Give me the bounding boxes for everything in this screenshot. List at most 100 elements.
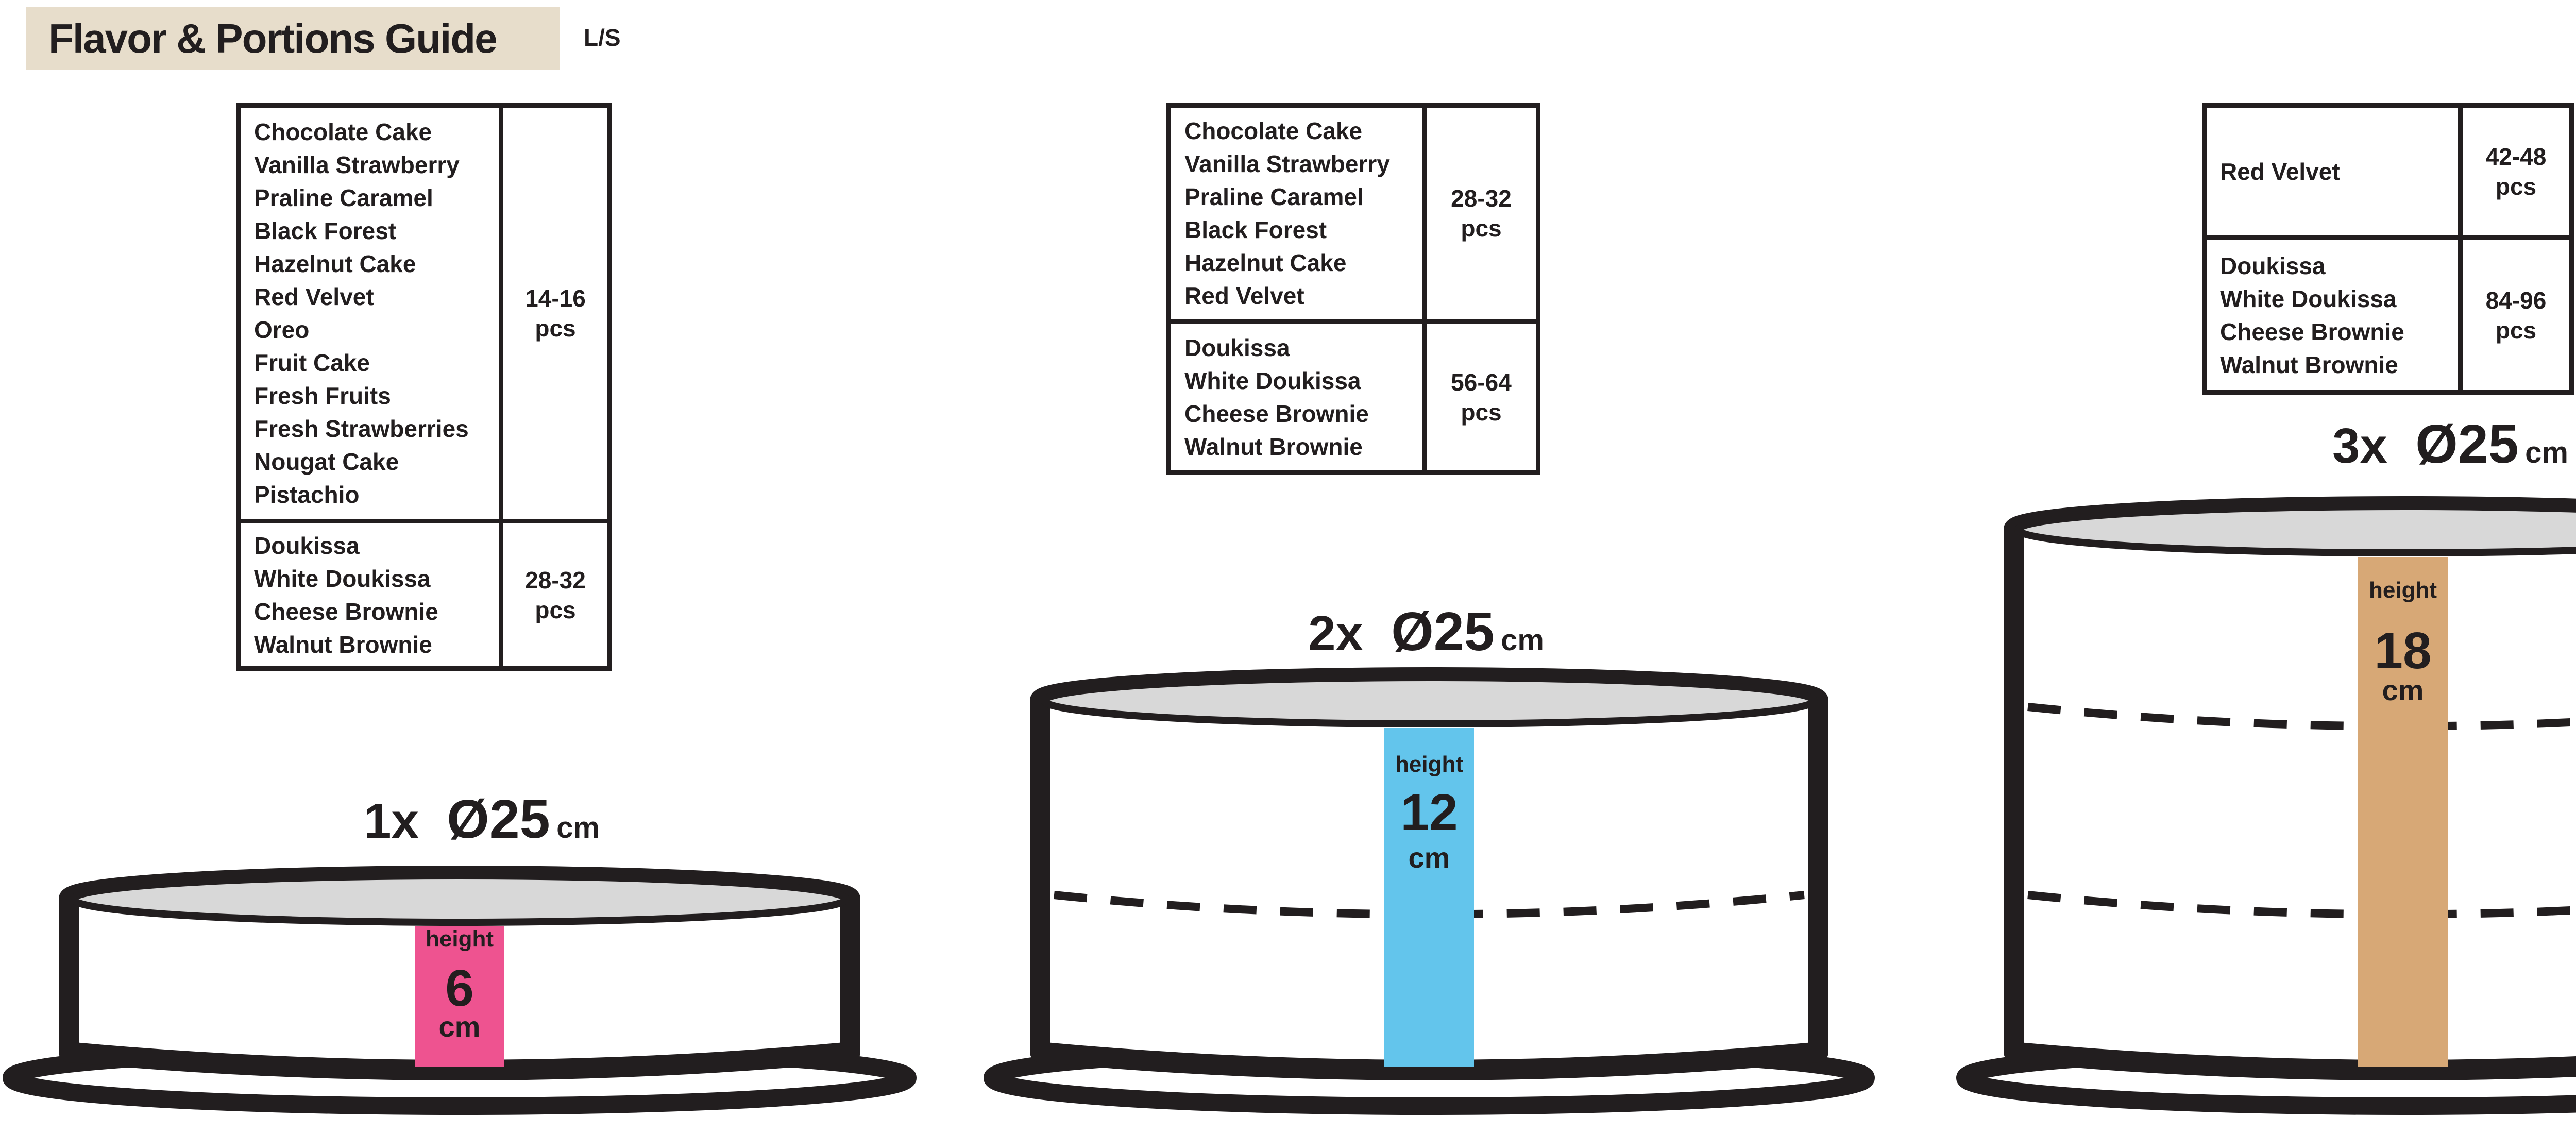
portions-value: 28-32: [1451, 185, 1512, 212]
flavor-item: Fresh Strawberries: [254, 415, 469, 442]
height-label: height: [1395, 752, 1463, 777]
cake-size-label: 1x Ø25 cm: [364, 789, 600, 850]
flavor-item: Hazelnut Cake: [254, 250, 416, 277]
height-bar: [2358, 557, 2448, 1067]
flavor-item: Doukissa: [1184, 334, 1290, 361]
flavors-cell: Doukissa White Doukissa Cheese Brownie W…: [1171, 324, 1427, 470]
height-unit: cm: [439, 1010, 481, 1043]
flavors-cell: Chocolate Cake Vanilla Strawberry Pralin…: [241, 108, 503, 519]
flavor-item: Chocolate Cake: [1184, 117, 1363, 144]
portions-unit: pcs: [1461, 215, 1502, 242]
title-banner: Flavor & Portions Guide: [26, 7, 560, 70]
cake-3-diagram: height 18 cm 3x Ø25 cm: [1956, 414, 2576, 1115]
flavor-item: Doukissa: [254, 532, 360, 559]
page-title: Flavor & Portions Guide: [48, 15, 498, 61]
flavors-cell: Red Velvet: [2207, 108, 2463, 235]
flavor-item: Pistachio: [254, 481, 360, 508]
height-unit: cm: [2382, 674, 2424, 706]
portions-cell: 28-32 pcs: [503, 523, 607, 666]
flavor-item: Black Forest: [1184, 216, 1327, 243]
cake-count: 2x: [1308, 606, 1363, 661]
flavor-item: White Doukissa: [254, 565, 431, 592]
portions-unit: pcs: [535, 596, 576, 623]
flavor-item: Fresh Fruits: [254, 382, 391, 409]
cake-top: [1041, 674, 1818, 727]
portions-table-medium: Chocolate Cake Vanilla Strawberry Pralin…: [1166, 103, 1540, 475]
portions-cell: 84-96 pcs: [2463, 240, 2569, 390]
height-bar: [1384, 728, 1474, 1067]
flavor-item: White Doukissa: [2220, 285, 2397, 312]
height-value: 18: [2374, 622, 2431, 680]
cake-count: 3x: [2332, 418, 2387, 473]
cake-diameter-unit: cm: [556, 811, 600, 844]
flavor-item: Walnut Brownie: [254, 631, 432, 658]
flavor-item: Praline Caramel: [1184, 183, 1364, 210]
flavor-item: Cheese Brownie: [254, 598, 438, 625]
portions-cell: 56-64 pcs: [1427, 324, 1536, 470]
portions-unit: pcs: [2495, 316, 2537, 344]
table-row: Doukissa White Doukissa Cheese Brownie W…: [1171, 319, 1536, 470]
flavor-item: Walnut Brownie: [2220, 351, 2398, 378]
portions-cell: 42-48 pcs: [2463, 108, 2569, 235]
height-value: 12: [1400, 784, 1458, 841]
portions-cell: 28-32 pcs: [1427, 108, 1536, 319]
tier-divider: [1054, 891, 1805, 919]
cake-diameter: Ø25: [447, 789, 550, 850]
height-value: 6: [445, 959, 474, 1017]
portions-table-small: Chocolate Cake Vanilla Strawberry Pralin…: [236, 103, 612, 671]
portions-unit: pcs: [1461, 398, 1502, 426]
table-row: Doukissa White Doukissa Cheese Brownie W…: [241, 519, 607, 666]
flavor-item: Cheese Brownie: [2220, 318, 2404, 345]
height-label: height: [2369, 578, 2437, 603]
portions-value: 42-48: [2485, 143, 2547, 170]
flavor-item: White Doukissa: [1184, 367, 1361, 394]
height-label: height: [426, 926, 494, 952]
table-row: Chocolate Cake Vanilla Strawberry Pralin…: [241, 108, 607, 519]
cake-top: [70, 872, 850, 926]
portions-value: 84-96: [2485, 286, 2547, 314]
flavors-cell: Doukissa White Doukissa Cheese Brownie W…: [2207, 240, 2463, 390]
flavor-item: Oreo: [254, 316, 310, 343]
cake-top: [2014, 503, 2576, 556]
flavor-item: Hazelnut Cake: [1184, 249, 1347, 276]
flavor-item: Red Velvet: [2220, 158, 2340, 185]
cake-diameter: Ø25: [1391, 601, 1494, 662]
flavor-item: Fruit Cake: [254, 349, 370, 376]
flavor-item: Red Velvet: [254, 283, 374, 310]
cake-body: [2004, 496, 2576, 1080]
flavor-item: Red Velvet: [1184, 282, 1304, 309]
flavor-item: Vanilla Strawberry: [1184, 150, 1390, 177]
flavor-item: Black Forest: [254, 217, 397, 244]
portions-cell: 14-16 pcs: [503, 108, 607, 519]
cake-count: 1x: [364, 793, 419, 849]
cake-size-label: 2x Ø25 cm: [1308, 601, 1544, 662]
portions-table-large: Red Velvet 42-48 pcs Doukissa White Douk…: [2202, 103, 2574, 395]
table-row: Doukissa White Doukissa Cheese Brownie W…: [2207, 235, 2569, 390]
portions-value: 56-64: [1451, 368, 1512, 396]
cake-diameter-unit: cm: [1501, 623, 1544, 657]
flavor-item: Walnut Brownie: [1184, 433, 1363, 460]
flavor-item: Cheese Brownie: [1184, 400, 1369, 427]
cake-1-diagram: height 6 cm 1x Ø25 cm: [3, 789, 917, 1115]
cake-2-diagram: height 12 cm 2x Ø25 cm: [984, 601, 1875, 1115]
cake-diameter-unit: cm: [2525, 436, 2568, 469]
flavor-item: Nougat Cake: [254, 448, 399, 475]
cake-size-label: 3x Ø25 cm: [2332, 414, 2568, 475]
table-row: Chocolate Cake Vanilla Strawberry Pralin…: [1171, 108, 1536, 319]
flavor-item: Chocolate Cake: [254, 119, 432, 145]
flavor-item: Praline Caramel: [254, 184, 433, 211]
portions-unit: pcs: [535, 315, 576, 342]
portions-value: 28-32: [525, 566, 586, 594]
flavors-cell: Chocolate Cake Vanilla Strawberry Pralin…: [1171, 108, 1427, 319]
portions-value: 14-16: [525, 285, 586, 312]
height-unit: cm: [1409, 841, 1450, 874]
height-bar: [415, 926, 504, 1067]
cake-diameter: Ø25: [2415, 414, 2518, 475]
flavor-item: Vanilla Strawberry: [254, 151, 460, 178]
flavors-cell: Doukissa White Doukissa Cheese Brownie W…: [241, 523, 503, 666]
table-row: Red Velvet 42-48 pcs: [2207, 108, 2569, 235]
size-code-label: L/S: [584, 24, 621, 51]
flavor-item: Doukissa: [2220, 252, 2326, 279]
